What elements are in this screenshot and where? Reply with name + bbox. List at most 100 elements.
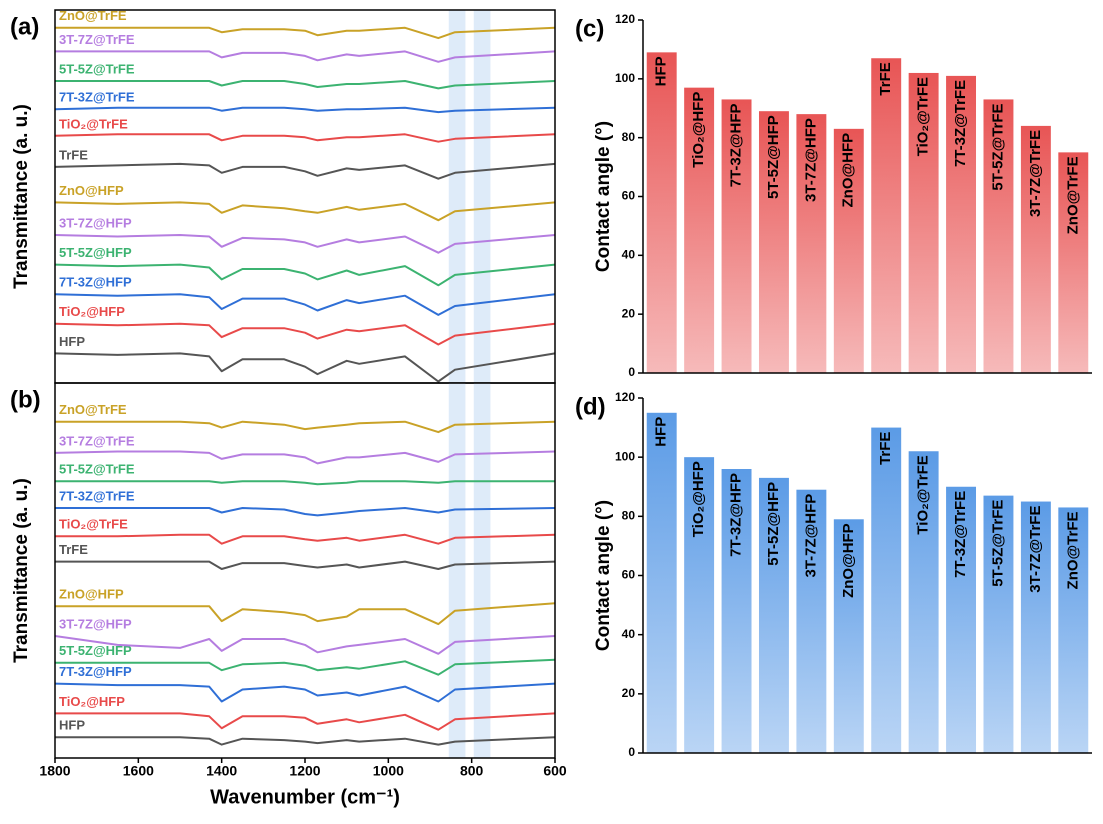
y-axis-label: Contact angle (°) bbox=[593, 500, 614, 651]
x-tick-label: 1600 bbox=[123, 763, 154, 779]
spectrum bbox=[55, 736, 556, 746]
bar bbox=[908, 72, 939, 373]
bar bbox=[758, 477, 789, 753]
bar bbox=[796, 114, 827, 373]
y-tick-label: 120 bbox=[615, 12, 635, 26]
series-label: 5T-5Z@HFP bbox=[59, 643, 132, 658]
spectrum bbox=[54, 682, 556, 703]
bar bbox=[721, 469, 752, 753]
y-tick-label: 40 bbox=[622, 627, 636, 641]
bar-label: TrFE bbox=[877, 432, 894, 465]
bar-label: HFP bbox=[653, 56, 670, 86]
bar bbox=[684, 87, 715, 374]
series-label: ZnO@TrFE bbox=[59, 8, 127, 23]
series-label: 7T-3Z@HFP bbox=[59, 275, 132, 290]
y-tick-label: 0 bbox=[628, 745, 635, 759]
y-tick-label: 20 bbox=[622, 686, 636, 700]
panel-label: (d) bbox=[575, 393, 606, 420]
spectrum bbox=[54, 322, 556, 346]
series-label: ZnO@HFP bbox=[59, 183, 124, 198]
bar bbox=[833, 519, 864, 753]
bar-label: 7T-3Z@HFP bbox=[728, 473, 745, 557]
spectrum bbox=[55, 420, 556, 434]
spectrum bbox=[55, 533, 556, 545]
spectrum bbox=[55, 480, 555, 486]
y-tick-label: 20 bbox=[622, 306, 636, 320]
bar bbox=[646, 52, 677, 373]
bar-label: 5T-5Z@TrFE bbox=[989, 103, 1006, 190]
x-tick-label: 1000 bbox=[373, 763, 404, 779]
y-tick-label: 100 bbox=[615, 71, 635, 85]
spectrum bbox=[54, 162, 556, 180]
series-label: 5T-5Z@TrFE bbox=[59, 61, 135, 76]
bar bbox=[946, 486, 977, 753]
series-label: TiO₂@HFP bbox=[59, 304, 125, 319]
x-tick-label: 1200 bbox=[289, 763, 320, 779]
highlight-band bbox=[473, 383, 491, 758]
series-label: 7T-3Z@TrFE bbox=[59, 90, 135, 105]
spectrum bbox=[55, 658, 556, 676]
bar bbox=[721, 99, 752, 374]
spectrum bbox=[54, 352, 556, 383]
spectrum bbox=[54, 263, 556, 287]
highlight-band bbox=[448, 383, 466, 758]
bar bbox=[758, 111, 789, 374]
bar-label: 5T-5Z@HFP bbox=[765, 482, 782, 566]
y-tick-label: 80 bbox=[622, 509, 636, 523]
bar bbox=[908, 451, 939, 753]
bar-label: TrFE bbox=[877, 62, 894, 95]
bar-label: TiO₂@TrFE bbox=[915, 77, 932, 156]
bar bbox=[1020, 125, 1051, 374]
bar bbox=[871, 427, 902, 753]
series-label: 5T-5Z@HFP bbox=[59, 245, 132, 260]
panel-label: (a) bbox=[10, 13, 39, 40]
bar bbox=[684, 457, 715, 753]
spectrum bbox=[54, 635, 556, 655]
bar bbox=[833, 128, 864, 373]
panel-label: (b) bbox=[10, 386, 41, 413]
bar-label: 3T-7Z@TrFE bbox=[1027, 506, 1044, 593]
series-label: TrFE bbox=[59, 147, 88, 162]
bar-label: 3T-7Z@HFP bbox=[802, 118, 819, 202]
series-label: TiO₂@TrFE bbox=[59, 116, 128, 131]
bar-label: 7T-3Z@HFP bbox=[728, 103, 745, 187]
bar bbox=[646, 412, 677, 753]
bar-label: 5T-5Z@HFP bbox=[765, 115, 782, 199]
x-tick-label: 600 bbox=[543, 763, 567, 779]
series-label: TiO₂@HFP bbox=[59, 694, 125, 709]
spectrum bbox=[54, 133, 556, 143]
bar bbox=[946, 75, 977, 374]
bar-label: ZnO@HFP bbox=[840, 133, 857, 208]
series-label: ZnO@TrFE bbox=[59, 402, 127, 417]
y-tick-label: 120 bbox=[615, 390, 635, 404]
series-label: ZnO@HFP bbox=[59, 587, 124, 602]
spectrum bbox=[55, 507, 556, 517]
bar-label: 7T-3Z@TrFE bbox=[952, 80, 969, 167]
highlight-band bbox=[473, 10, 491, 383]
bar bbox=[871, 58, 902, 373]
spectrum bbox=[55, 50, 556, 63]
series-label: TrFE bbox=[59, 542, 88, 557]
bar-label: TiO₂@TrFE bbox=[915, 455, 932, 534]
spectrum bbox=[54, 293, 556, 316]
bar-label: ZnO@TrFE bbox=[1064, 156, 1081, 234]
bar bbox=[983, 99, 1014, 374]
bar bbox=[1058, 507, 1089, 753]
bar-label: TiO₂@HFP bbox=[690, 461, 707, 537]
series-label: 7T-3Z@HFP bbox=[59, 664, 132, 679]
spectrum bbox=[55, 602, 556, 626]
bar-label: 5T-5Z@TrFE bbox=[989, 500, 1006, 587]
series-label: TiO₂@TrFE bbox=[59, 517, 128, 532]
series-label: HFP bbox=[59, 334, 85, 349]
x-tick-label: 800 bbox=[460, 763, 484, 779]
bar-label: 3T-7Z@TrFE bbox=[1027, 130, 1044, 217]
spectrum bbox=[55, 80, 556, 90]
series-label: 3T-7Z@HFP bbox=[59, 616, 132, 631]
bar-label: 7T-3Z@TrFE bbox=[952, 491, 969, 578]
bar bbox=[983, 495, 1014, 753]
series-label: 7T-3Z@TrFE bbox=[59, 488, 135, 503]
bar bbox=[1058, 152, 1089, 373]
bar-label: TiO₂@HFP bbox=[690, 92, 707, 168]
y-axis-label: Contact angle (°) bbox=[593, 121, 614, 272]
